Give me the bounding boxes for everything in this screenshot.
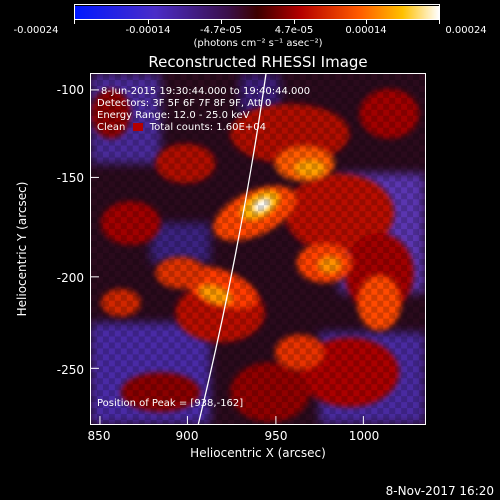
colorbar	[74, 4, 440, 20]
colorbar-unit-label: (photons cm⁻² s⁻¹ asec⁻²)	[193, 38, 323, 49]
colorbar-tick	[74, 19, 75, 24]
x-tick-label: 850	[87, 429, 111, 443]
peak-position-annotation: Position of Peak = [938,-162]	[97, 398, 244, 409]
colorbar-tick-label: 4.7e-05	[274, 25, 314, 36]
colorbar-tick	[439, 19, 440, 24]
colorbar-tick-label: -4.7e-05	[200, 25, 242, 36]
y-tick-label: -250	[56, 363, 84, 377]
colorbar-tick	[148, 19, 149, 24]
y-tick-label: -150	[56, 171, 84, 185]
colorbar-tick	[221, 19, 222, 24]
colorbar-tick-label: 0.00024	[445, 25, 487, 36]
solar-limb-line	[197, 74, 267, 424]
rhessi-image	[91, 74, 425, 424]
y-tick-label: -200	[56, 271, 84, 285]
x-tick-label: 900	[175, 429, 199, 443]
x-tick-label: 950	[264, 429, 288, 443]
energy-range-annotation: Energy Range: 12.0 - 25.0 keV	[97, 110, 250, 121]
detectors-annotation: Detectors: 3F 5F 6F 7F 8F 9F, Att 0	[97, 98, 272, 109]
colorbar-tick-label: -0.00014	[125, 25, 171, 36]
colorbar-tick-label: -0.00024	[13, 25, 59, 36]
colorbar-tick-label: 0.00014	[345, 25, 387, 36]
total-counts-label: Total counts: 1.60E+04	[149, 122, 266, 133]
algorithm-label: Clean	[97, 122, 126, 133]
y-tick-label: -100	[56, 83, 84, 97]
y-axis-label: Heliocentric Y (arcsec)	[15, 181, 29, 317]
x-axis-label: Heliocentric X (arcsec)	[190, 446, 326, 460]
colorbar-tick	[294, 19, 295, 24]
footer-date: 8-Nov-2017 16:20	[385, 484, 494, 498]
algorithm-annotation: Clean Total counts: 1.60E+04	[97, 122, 266, 134]
time-range-annotation: 8-Jun-2015 19:30:44.000 to 19:40:44.000	[101, 86, 311, 97]
image-plot-area: 8-Jun-2015 19:30:44.000 to 19:40:44.000 …	[90, 73, 426, 425]
plot-title: Reconstructed RHESSI Image	[148, 53, 368, 71]
clean-swatch	[132, 123, 143, 131]
colorbar-tick	[366, 19, 367, 24]
colorbar-gradient	[75, 6, 439, 19]
x-tick-label: 1000	[348, 429, 380, 443]
